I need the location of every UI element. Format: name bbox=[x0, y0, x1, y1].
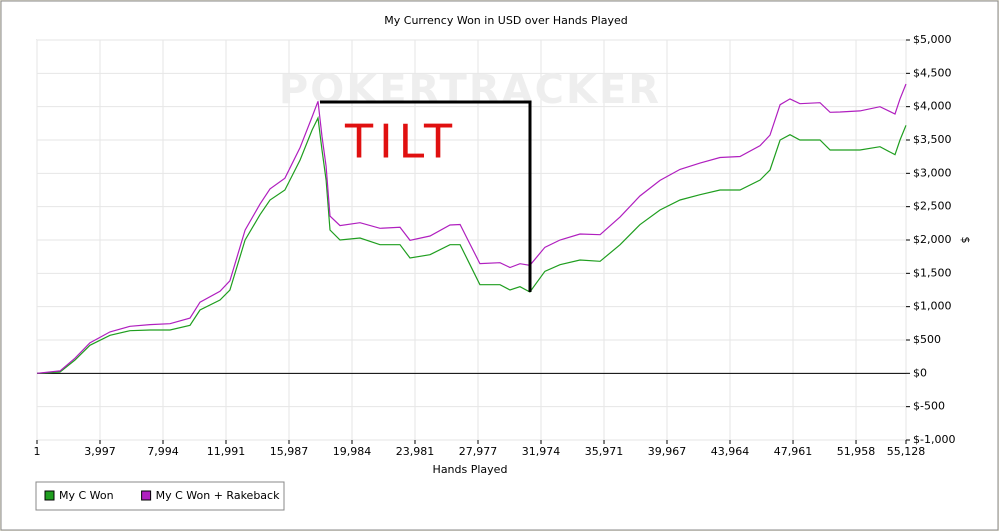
y-tick-label: $-1,000 bbox=[913, 433, 955, 446]
x-tick-label: 35,971 bbox=[585, 445, 624, 458]
y-tick-label: $5,000 bbox=[913, 33, 952, 46]
y-tick-label: $1,000 bbox=[913, 300, 952, 313]
watermark: POKERTRACKER bbox=[279, 67, 661, 113]
y-tick-label: $2,500 bbox=[913, 200, 952, 213]
y-tick-label: $4,500 bbox=[913, 66, 952, 79]
x-tick-label: 31,974 bbox=[522, 445, 561, 458]
x-tick-label: 55,128 bbox=[887, 445, 926, 458]
legend-label: My C Won bbox=[59, 489, 114, 502]
x-tick-label: 47,961 bbox=[774, 445, 813, 458]
x-tick-label: 43,964 bbox=[711, 445, 750, 458]
x-tick-label: 15,987 bbox=[270, 445, 309, 458]
x-tick-label: 23,981 bbox=[396, 445, 435, 458]
lines bbox=[36, 83, 907, 374]
x-tick-label: 39,967 bbox=[648, 445, 687, 458]
y-tick-label: $-500 bbox=[913, 400, 945, 413]
y-tick-label: $3,500 bbox=[913, 133, 952, 146]
y-axis-title: $ bbox=[959, 237, 972, 244]
x-tick-label: 3,997 bbox=[84, 445, 116, 458]
x-tick-label: 19,984 bbox=[333, 445, 372, 458]
series-line bbox=[36, 115, 907, 374]
y-tick-label: $3,000 bbox=[913, 166, 952, 179]
chart-title: My Currency Won in USD over Hands Played bbox=[384, 14, 627, 27]
legend-entries: My C Won My C Won + Rakeback bbox=[44, 489, 280, 502]
x-tick-label: 1 bbox=[34, 445, 41, 458]
series-line bbox=[36, 83, 907, 374]
x-tick-label: 51,958 bbox=[837, 445, 876, 458]
x-tick-label: 27,977 bbox=[459, 445, 498, 458]
legend bbox=[35, 481, 285, 511]
y-tick-label: $1,500 bbox=[913, 266, 952, 279]
y-tick-label: $0 bbox=[913, 366, 927, 379]
legend-swatch bbox=[141, 490, 152, 501]
x-axis-title: Hands Played bbox=[433, 463, 508, 476]
x-tick-label: 11,991 bbox=[207, 445, 246, 458]
annotation-bracket bbox=[320, 100, 532, 292]
y-tick-label: $2,000 bbox=[913, 233, 952, 246]
annotation-text: TILT bbox=[344, 115, 458, 169]
legend-label: My C Won + Rakeback bbox=[156, 489, 280, 502]
legend-swatch bbox=[44, 490, 55, 501]
y-tick-label: $500 bbox=[913, 333, 941, 346]
x-tick-label: 7,994 bbox=[147, 445, 179, 458]
y-tick-label: $4,000 bbox=[913, 100, 952, 113]
